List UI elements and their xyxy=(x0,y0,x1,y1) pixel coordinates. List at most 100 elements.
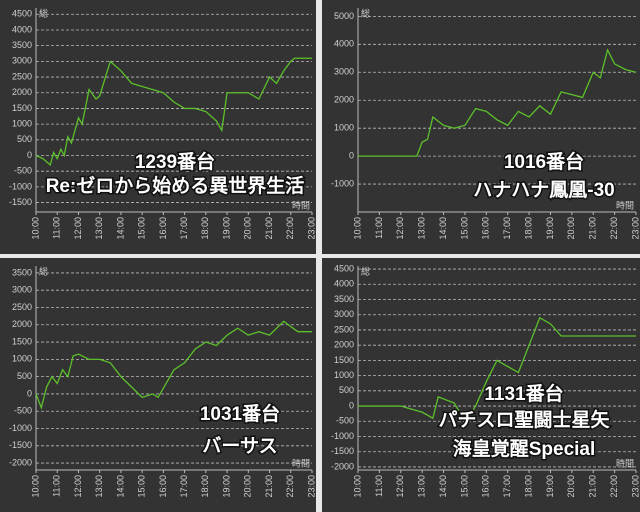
x-tick-label: 13:00 xyxy=(94,217,104,240)
x-tick-label: 15:00 xyxy=(137,217,147,240)
x-tick-label: 17:00 xyxy=(179,217,189,240)
x-tick-label: 16:00 xyxy=(158,475,168,498)
annotation: 1131番台 xyxy=(484,382,563,405)
x-tick-label: 21:00 xyxy=(264,475,274,498)
y-tick-label: 500 xyxy=(17,134,32,144)
data-line xyxy=(358,316,636,423)
y-axis-label: 総 xyxy=(39,265,48,276)
y-tick-label: 2500 xyxy=(12,71,32,81)
chart-panel: -2000 -1500 -1000 -500 0 500 1000 1500 2000 2500 3… xyxy=(0,258,316,512)
x-tick-label: 20:00 xyxy=(566,217,576,240)
x-tick-label: 19:00 xyxy=(545,217,555,240)
y-tick-label: 1500 xyxy=(334,355,354,365)
y-axis-label: 総 xyxy=(361,265,370,276)
x-tick-label: 12:00 xyxy=(395,217,405,240)
x-tick-label: 22:00 xyxy=(285,475,295,498)
x-tick-label: 19:00 xyxy=(221,217,231,240)
y-tick-label: 2000 xyxy=(12,319,32,329)
x-tick-label: 20:00 xyxy=(243,475,253,498)
y-tick-label: 500 xyxy=(17,371,32,381)
y-tick-label: 3000 xyxy=(334,67,354,77)
y-tick-label: 3000 xyxy=(334,309,354,319)
y-tick-label: 1000 xyxy=(334,123,354,133)
y-tick-label: 3500 xyxy=(12,40,32,50)
x-tick-label: 11:00 xyxy=(52,217,62,239)
y-tick-label: 0 xyxy=(349,150,354,160)
x-tick-label: 16:00 xyxy=(481,217,491,240)
x-tick-label: 13:00 xyxy=(417,475,427,498)
y-tick-label: 4500 xyxy=(12,9,32,19)
x-tick-label: 23:00 xyxy=(306,475,316,498)
x-tick-label: 10:00 xyxy=(30,475,40,498)
x-tick-label: 14:00 xyxy=(438,217,448,240)
data-line xyxy=(35,57,312,167)
x-tick-label: 18:00 xyxy=(523,475,533,498)
annotation: 海皇覚醒Special xyxy=(453,437,596,460)
chart-panel: -2000 -1500 -1000 -500 0 500 1000 1500 2000 2500 3… xyxy=(322,258,640,512)
y-tick-label: 5000 xyxy=(334,11,354,21)
x-tick-label: 23:00 xyxy=(630,475,640,498)
y-tick-label: 3500 xyxy=(12,267,32,277)
x-tick-label: 13:00 xyxy=(417,217,427,240)
y-tick-label: 4500 xyxy=(334,263,354,273)
y-tick-label: 3000 xyxy=(12,285,32,295)
y-tick-label: -2000 xyxy=(331,461,354,471)
x-tick-label: 17:00 xyxy=(502,475,512,498)
annotation: ハナハナ鳳凰-30 xyxy=(473,179,614,201)
annotation: 1031番台 xyxy=(200,402,280,425)
y-tick-label: 1000 xyxy=(12,118,32,128)
x-tick-label: 18:00 xyxy=(523,217,533,240)
x-tick-label: 15:00 xyxy=(137,475,147,498)
y-tick-label: 3000 xyxy=(12,56,32,66)
y-tick-label: 1500 xyxy=(12,336,32,346)
x-tick-label: 21:00 xyxy=(588,475,598,498)
panel-background xyxy=(322,258,640,512)
y-tick-label: 1000 xyxy=(12,354,32,364)
chart-panel: -1500 -1000 -500 0 500 1000 1500 2000 2500 3000 35… xyxy=(0,0,316,254)
data-line xyxy=(35,320,312,410)
x-tick-label: 14:00 xyxy=(115,217,125,240)
x-tick-label: 23:00 xyxy=(630,217,640,240)
panel-background xyxy=(0,0,316,254)
x-tick-label: 14:00 xyxy=(115,475,125,498)
y-tick-label: -1000 xyxy=(9,423,32,433)
y-tick-label: 1000 xyxy=(334,370,354,380)
x-tick-label: 12:00 xyxy=(73,475,83,498)
y-tick-label: 4000 xyxy=(334,39,354,49)
x-tick-label: 11:00 xyxy=(374,475,384,497)
x-tick-label: 17:00 xyxy=(179,475,189,498)
x-tick-label: 11:00 xyxy=(52,475,62,497)
y-tick-label: -1500 xyxy=(331,446,354,456)
x-tick-label: 20:00 xyxy=(243,217,253,240)
x-tick-label: 17:00 xyxy=(502,217,512,240)
chart-panel: -1000 0 1000 2000 3000 4000 5000 10:00 11:00 12:0… xyxy=(322,0,640,254)
annotation: パチスロ聖闘士星矢 xyxy=(438,408,610,431)
y-tick-label: 2500 xyxy=(12,302,32,312)
x-tick-label: 22:00 xyxy=(609,475,619,498)
y-tick-label: 2500 xyxy=(334,324,354,334)
x-tick-label: 16:00 xyxy=(158,217,168,240)
y-tick-label: 2000 xyxy=(12,87,32,97)
y-tick-label: -500 xyxy=(336,416,354,426)
x-tick-label: 22:00 xyxy=(609,217,619,240)
x-axis-label: 時間 xyxy=(616,200,634,210)
y-tick-label: 2000 xyxy=(334,95,354,105)
y-tick-label: 2000 xyxy=(334,340,354,350)
y-tick-label: 0 xyxy=(27,150,32,160)
annotation: 1239番台 xyxy=(135,150,215,173)
annotation: 1016番台 xyxy=(504,150,584,173)
x-axis-label: 時間 xyxy=(292,458,310,468)
annotation: バーサス xyxy=(202,435,277,457)
data-line xyxy=(358,48,637,157)
panel-background xyxy=(322,0,640,254)
x-tick-label: 12:00 xyxy=(395,475,405,498)
x-axis-label: 時間 xyxy=(292,200,310,210)
y-tick-label: 4000 xyxy=(12,24,32,34)
x-tick-label: 19:00 xyxy=(545,475,555,498)
x-tick-label: 19:00 xyxy=(221,475,231,498)
annotation: Re:ゼロから始める異世界生活 xyxy=(46,174,305,197)
x-tick-label: 15:00 xyxy=(459,217,469,240)
x-tick-label: 12:00 xyxy=(73,217,83,240)
x-tick-label: 14:00 xyxy=(438,475,448,498)
